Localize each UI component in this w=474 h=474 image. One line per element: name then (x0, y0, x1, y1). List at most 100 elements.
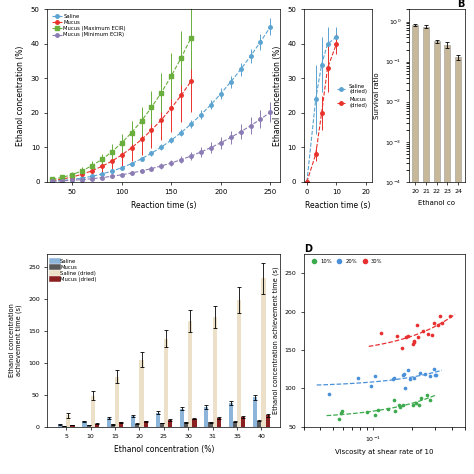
Point (409, 401, 417, 409)
Point (427, 372, 434, 380)
Point (326, 391, 333, 398)
Bar (217, 418, 221, 427)
Point (389, 375, 397, 383)
Point (398, 345, 405, 352)
Point (409, 340, 417, 348)
Bar (139, 360, 144, 427)
Bar (253, 397, 257, 427)
Point (436, 313, 444, 320)
Bar (91, 396, 95, 427)
Point (412, 399, 420, 407)
X-axis label: Reaction time (s): Reaction time (s) (305, 201, 371, 210)
Point (416, 369, 423, 377)
Bar (180, 409, 184, 427)
Point (367, 382, 375, 390)
Bar (164, 338, 168, 427)
Point (337, 410, 345, 417)
Bar (213, 317, 217, 427)
Bar (58, 424, 62, 427)
Point (410, 374, 418, 382)
Point (432, 372, 439, 379)
Point (407, 375, 414, 383)
Point (446, 312, 454, 319)
Bar (111, 424, 115, 427)
Bar (155, 412, 160, 427)
Bar (168, 420, 172, 427)
Point (378, 329, 385, 337)
Point (364, 408, 371, 416)
Point (400, 371, 407, 379)
Point (416, 401, 423, 409)
Point (404, 366, 412, 374)
X-axis label: Ethanol co: Ethanol co (418, 200, 455, 206)
X-axis label: Viscosity at shear rate of 10: Viscosity at shear rate of 10 (335, 449, 433, 455)
Point (410, 337, 418, 345)
Point (435, 321, 442, 328)
Point (419, 327, 427, 335)
Y-axis label: Ethanol concentration achievement time (s): Ethanol concentration achievement time (… (273, 266, 279, 414)
Point (393, 332, 401, 339)
Bar (62, 426, 66, 427)
Point (336, 416, 343, 423)
X-axis label: Ethanol concentration (%): Ethanol concentration (%) (114, 445, 214, 454)
Point (390, 374, 397, 382)
Point (390, 396, 398, 404)
Legend: Saline, Mucus, Mucus (Maximum ECIR), Mucus (Minimum ECIR): Saline, Mucus, Mucus (Maximum ECIR), Muc… (50, 12, 128, 39)
Point (427, 396, 434, 404)
Bar (87, 425, 91, 427)
Point (430, 319, 438, 327)
Point (430, 365, 438, 373)
Bar (257, 421, 262, 427)
Bar (209, 422, 213, 427)
Bar (241, 417, 246, 427)
Text: B: B (457, 0, 465, 9)
Point (423, 391, 430, 399)
Bar (131, 416, 135, 427)
Y-axis label: Survival ratio: Survival ratio (374, 73, 380, 119)
Bar (434, 41, 440, 474)
Bar (204, 407, 209, 427)
Bar (107, 418, 111, 427)
X-axis label: Reaction time (s): Reaction time (s) (131, 201, 197, 210)
Point (401, 384, 409, 392)
Point (405, 332, 412, 339)
Point (428, 331, 436, 338)
Legend: Saline, Mucus, Saline (dried), Mucus (dried): Saline, Mucus, Saline (dried), Mucus (dr… (50, 257, 99, 284)
Bar (160, 423, 164, 427)
Bar (144, 421, 148, 427)
Bar (265, 415, 270, 427)
Point (421, 370, 429, 378)
Bar (71, 425, 74, 427)
Point (396, 401, 403, 409)
Bar (412, 25, 418, 474)
Point (399, 401, 407, 409)
Bar (423, 27, 429, 474)
Point (338, 407, 346, 415)
Point (413, 321, 421, 329)
Bar (192, 419, 197, 427)
Bar (455, 57, 461, 474)
Point (401, 370, 408, 378)
Point (402, 333, 410, 340)
Point (410, 338, 418, 346)
Point (433, 371, 440, 379)
Point (374, 406, 382, 413)
Y-axis label: Ethanol concentration (%): Ethanol concentration (%) (16, 46, 25, 146)
Point (371, 372, 379, 380)
Bar (115, 377, 119, 427)
Point (424, 330, 431, 337)
Bar (184, 422, 188, 427)
Point (354, 375, 362, 383)
Point (384, 406, 392, 413)
Text: D: D (304, 244, 312, 254)
Point (371, 411, 379, 419)
Legend: Saline
(dried), Mucus
(dried): Saline (dried), Mucus (dried) (335, 82, 369, 110)
Bar (233, 421, 237, 427)
Point (414, 333, 421, 340)
Bar (237, 300, 241, 427)
Bar (95, 424, 99, 427)
Y-axis label: Ethanol concentration (%): Ethanol concentration (%) (273, 46, 282, 146)
Point (438, 319, 446, 327)
Bar (135, 424, 139, 427)
Bar (66, 415, 71, 427)
